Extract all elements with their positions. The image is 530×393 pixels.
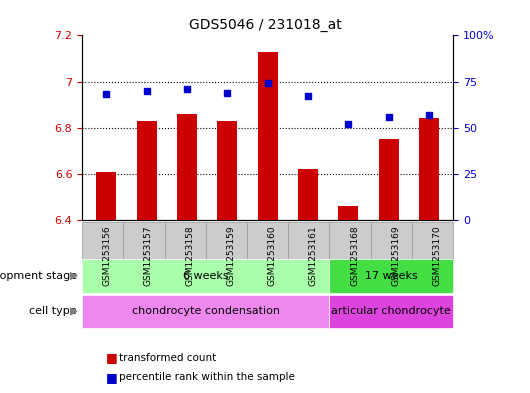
- Point: [304, 93, 312, 99]
- Bar: [258, 51, 278, 220]
- Text: ■: ■: [106, 371, 118, 384]
- Text: GSM1253160: GSM1253160: [268, 225, 277, 286]
- Text: GDS5046 / 231018_at: GDS5046 / 231018_at: [189, 18, 341, 32]
- Text: GSM1253169: GSM1253169: [391, 225, 400, 286]
- Point: [384, 114, 393, 120]
- Text: GSM1253170: GSM1253170: [432, 225, 441, 286]
- Point: [263, 80, 272, 86]
- Bar: [298, 169, 318, 220]
- Text: 17 weeks: 17 weeks: [365, 271, 418, 281]
- Point: [223, 90, 232, 96]
- Bar: [137, 121, 157, 220]
- Bar: [378, 139, 399, 220]
- Text: cell type: cell type: [29, 307, 77, 316]
- Point: [183, 86, 191, 92]
- Bar: [177, 114, 197, 220]
- Point: [102, 91, 111, 97]
- Bar: [419, 119, 439, 220]
- Text: development stage: development stage: [0, 271, 77, 281]
- Text: 6 weeks: 6 weeks: [183, 271, 228, 281]
- Text: GSM1253161: GSM1253161: [309, 225, 318, 286]
- Text: articular chondrocyte: articular chondrocyte: [331, 307, 451, 316]
- Point: [344, 121, 352, 127]
- Text: chondrocyte condensation: chondrocyte condensation: [132, 307, 280, 316]
- Text: ■: ■: [106, 351, 118, 364]
- Bar: [96, 172, 117, 220]
- Text: percentile rank within the sample: percentile rank within the sample: [119, 372, 295, 382]
- Bar: [338, 206, 358, 220]
- Text: GSM1253157: GSM1253157: [144, 225, 153, 286]
- Text: GSM1253168: GSM1253168: [350, 225, 359, 286]
- Bar: [217, 121, 237, 220]
- Text: transformed count: transformed count: [119, 353, 216, 363]
- Text: GSM1253158: GSM1253158: [185, 225, 194, 286]
- Point: [143, 88, 151, 94]
- Text: GSM1253159: GSM1253159: [226, 225, 235, 286]
- Point: [425, 112, 433, 118]
- Text: GSM1253156: GSM1253156: [103, 225, 112, 286]
